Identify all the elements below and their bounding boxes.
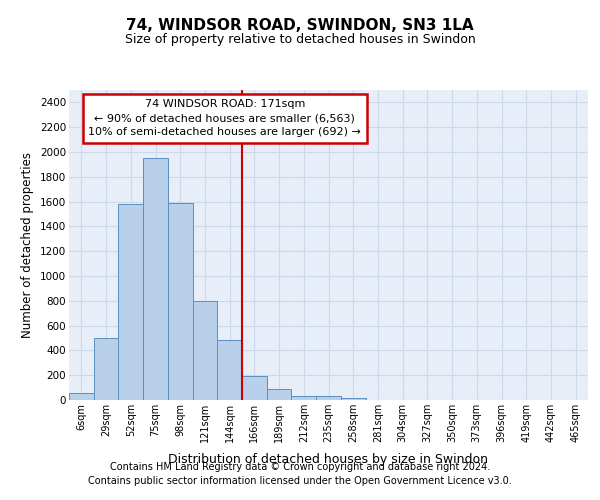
Text: Contains public sector information licensed under the Open Government Licence v3: Contains public sector information licen… xyxy=(88,476,512,486)
Bar xyxy=(267,389,292,400)
Bar xyxy=(193,301,217,400)
Text: Contains HM Land Registry data © Crown copyright and database right 2024.: Contains HM Land Registry data © Crown c… xyxy=(110,462,490,472)
Text: 74, WINDSOR ROAD, SWINDON, SN3 1LA: 74, WINDSOR ROAD, SWINDON, SN3 1LA xyxy=(126,18,474,32)
Bar xyxy=(94,338,118,400)
Text: 74 WINDSOR ROAD: 171sqm
← 90% of detached houses are smaller (6,563)
10% of semi: 74 WINDSOR ROAD: 171sqm ← 90% of detache… xyxy=(88,100,361,138)
Bar xyxy=(118,204,143,400)
Bar xyxy=(341,398,365,400)
Bar xyxy=(168,203,193,400)
X-axis label: Distribution of detached houses by size in Swindon: Distribution of detached houses by size … xyxy=(169,454,488,466)
Bar xyxy=(316,396,341,400)
Bar xyxy=(143,158,168,400)
Text: Size of property relative to detached houses in Swindon: Size of property relative to detached ho… xyxy=(125,32,475,46)
Bar xyxy=(69,392,94,400)
Bar xyxy=(242,376,267,400)
Bar xyxy=(292,396,316,400)
Y-axis label: Number of detached properties: Number of detached properties xyxy=(22,152,34,338)
Bar xyxy=(217,340,242,400)
